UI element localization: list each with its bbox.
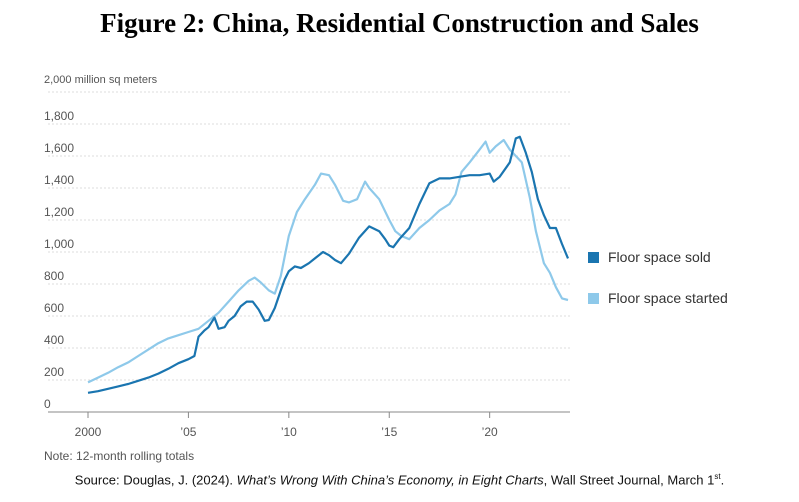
chart-note: Note: 12-month rolling totals [44, 449, 194, 463]
y-tick-label: 1,600 [44, 141, 74, 155]
y-tick-label: 200 [44, 365, 64, 379]
source-end: . [720, 472, 725, 488]
legend-label: Floor space sold [608, 249, 711, 265]
source-suffix: , Wall Street Journal, March 1 [543, 472, 715, 488]
series-line-floor-space-started [87, 138, 569, 384]
x-tick-label: 2000 [75, 425, 102, 439]
figure-title: Figure 2: China, Residential Constructio… [100, 8, 699, 38]
y-tick-label: 400 [44, 333, 64, 347]
source-article-title: What’s Wrong With China’s Economy, in Ei… [236, 472, 544, 488]
x-tick-label: ’10 [281, 425, 297, 439]
y-tick-label: 1,400 [44, 173, 74, 187]
gridlines [48, 91, 570, 413]
y-tick-labels: 0 200 400 600 800 1,000 1,200 1,400 1,600 1,800 [44, 109, 74, 411]
y-tick-label: 600 [44, 301, 64, 315]
y-tick-label: 0 [44, 397, 51, 411]
y-axis-label: 2,000 million sq meters [44, 74, 158, 86]
source-prefix: Source: Douglas, J. (2024). [74, 472, 237, 488]
y-tick-label: 1,000 [44, 237, 74, 251]
legend-label: Floor space started [608, 290, 728, 306]
legend: Floor space sold Floor space started [588, 249, 728, 306]
series-line-floor-space-sold [87, 135, 570, 394]
x-tick-label: ’20 [482, 425, 498, 439]
source-superscript: st [714, 472, 721, 481]
y-tick-label: 1,200 [44, 205, 74, 219]
legend-swatch [588, 252, 599, 263]
y-tick-label: 1,800 [44, 109, 74, 123]
source-citation: Source: Douglas, J. (2024). What’s Wrong… [0, 472, 799, 487]
x-tick-label: ’15 [381, 425, 397, 439]
x-tick-label: ’05 [180, 425, 196, 439]
x-tick-labels: 2000 ’05 ’10 ’15 ’20 [75, 412, 498, 439]
y-tick-label: 800 [44, 269, 64, 283]
legend-swatch [588, 293, 599, 304]
series-lines [87, 135, 570, 394]
